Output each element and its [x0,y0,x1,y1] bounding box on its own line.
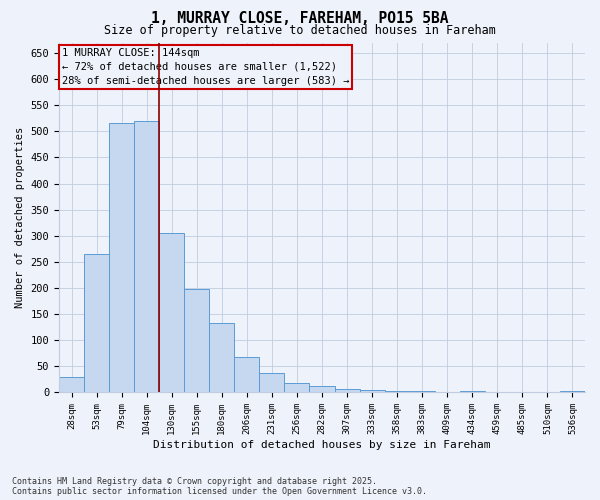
X-axis label: Distribution of detached houses by size in Fareham: Distribution of detached houses by size … [153,440,491,450]
Bar [235,358,259,392]
Bar [159,233,184,392]
Bar [359,390,385,392]
Bar [84,254,109,392]
Bar [109,124,134,392]
Bar [209,323,235,392]
Bar [385,391,410,392]
Text: Contains HM Land Registry data © Crown copyright and database right 2025.
Contai: Contains HM Land Registry data © Crown c… [12,476,427,496]
Bar [59,377,84,392]
Text: Size of property relative to detached houses in Fareham: Size of property relative to detached ho… [104,24,496,37]
Text: 1 MURRAY CLOSE: 144sqm
← 72% of detached houses are smaller (1,522)
28% of semi-: 1 MURRAY CLOSE: 144sqm ← 72% of detached… [62,48,349,86]
Bar [134,121,159,392]
Bar [284,383,310,392]
Bar [560,391,585,392]
Text: 1, MURRAY CLOSE, FAREHAM, PO15 5BA: 1, MURRAY CLOSE, FAREHAM, PO15 5BA [151,11,449,26]
Bar [259,372,284,392]
Y-axis label: Number of detached properties: Number of detached properties [15,127,25,308]
Bar [310,386,335,392]
Bar [184,289,209,393]
Bar [335,389,359,392]
